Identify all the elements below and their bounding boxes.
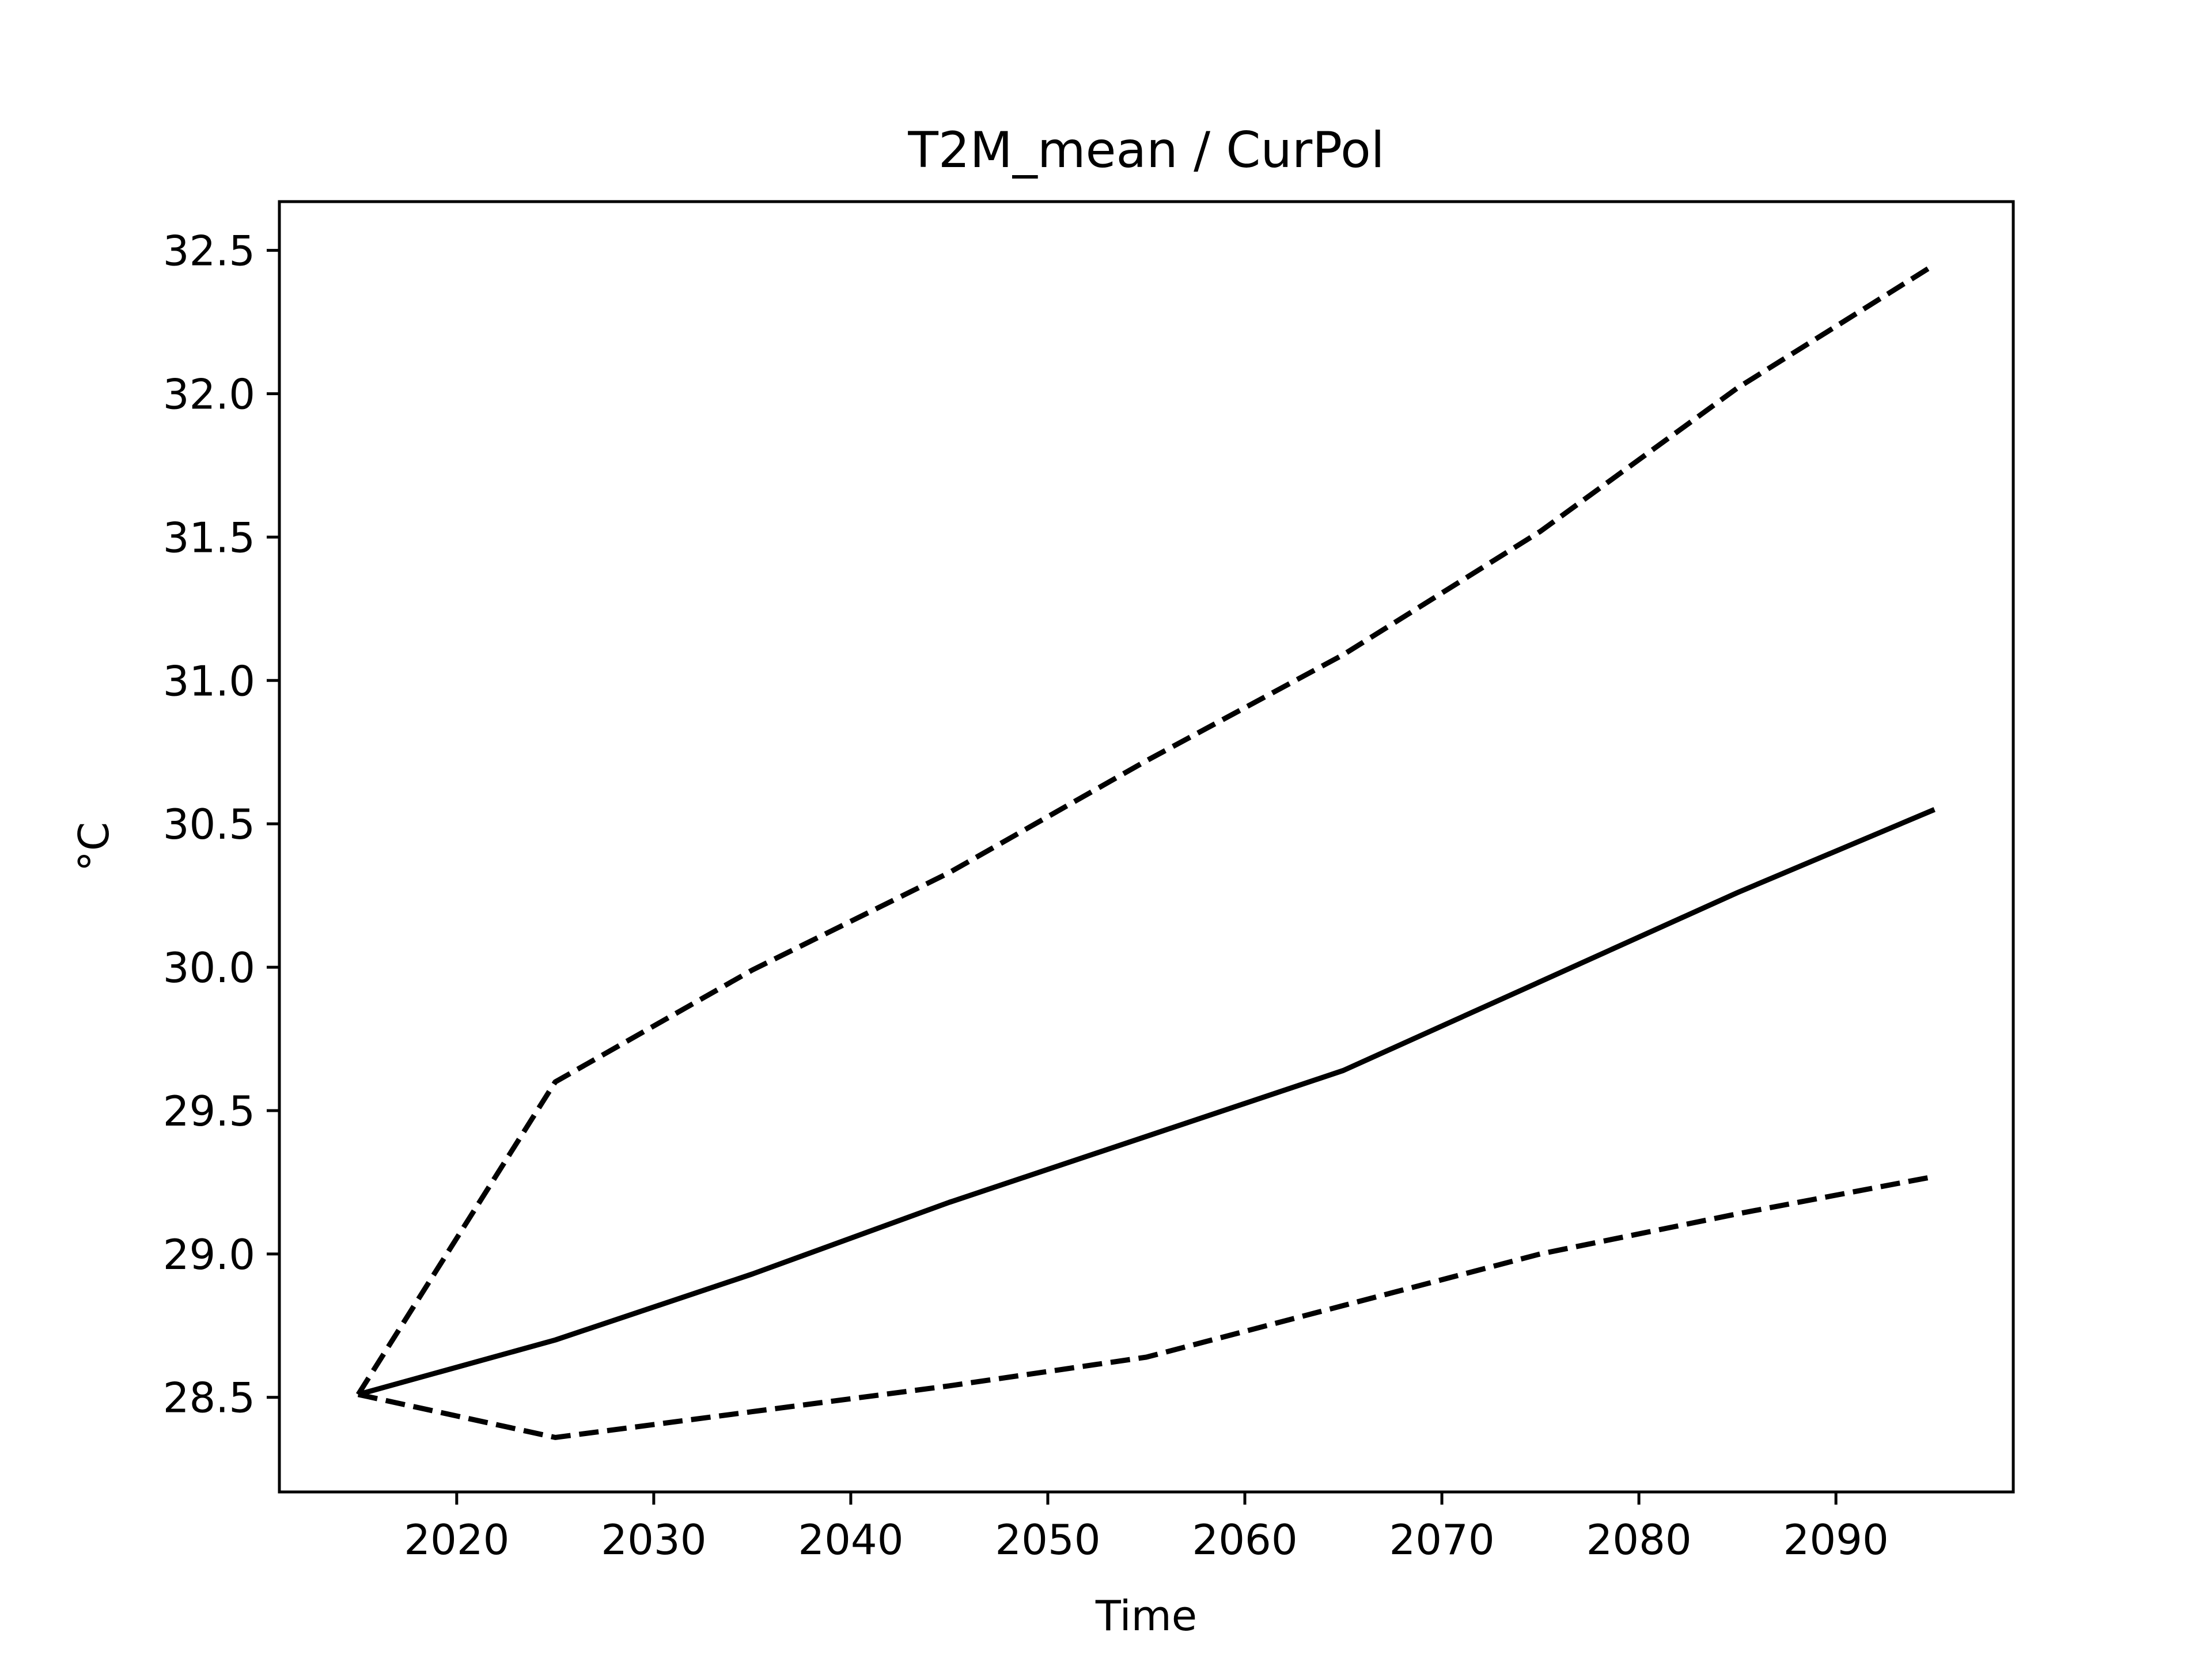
y-tick-label: 32.5	[163, 227, 255, 275]
series-line-0	[357, 807, 1936, 1397]
x-axis-ticks: 2020 2030 2040 2050 2060 2070 2080 2090	[404, 1492, 1889, 1564]
x-tick-label: 2080	[1586, 1516, 1691, 1564]
series-layer	[355, 262, 1936, 1440]
y-tick-label: 29.0	[163, 1230, 255, 1279]
y-tick-label: 31.0	[163, 657, 255, 705]
y-tick-label: 28.5	[163, 1374, 255, 1422]
x-axis-label: Time	[1095, 1592, 1197, 1640]
y-tick-label: 29.5	[163, 1087, 255, 1135]
x-tick-label: 2060	[1192, 1516, 1297, 1564]
y-axis-ticks: 28.5 29.0 29.5 30.0 30.5 31.0 31.5 32.0 32.5	[163, 227, 279, 1422]
x-tick-label: 2050	[995, 1516, 1100, 1564]
x-tick-label: 2090	[1783, 1516, 1889, 1564]
chart-title: T2M_mean / CurPol	[907, 122, 1384, 179]
plot-area-frame	[278, 200, 2015, 1494]
x-tick-label: 2020	[404, 1516, 509, 1564]
y-axis-label: °C	[70, 822, 118, 872]
y-tick-label: 31.5	[163, 513, 255, 562]
x-tick-label: 2070	[1389, 1516, 1494, 1564]
y-tick-label: 32.0	[163, 370, 255, 419]
series-line-2	[357, 1173, 1936, 1440]
y-tick-label: 30.0	[163, 944, 255, 992]
x-tick-label: 2040	[798, 1516, 903, 1564]
y-tick-label: 30.5	[163, 800, 255, 849]
x-tick-label: 2030	[601, 1516, 706, 1564]
